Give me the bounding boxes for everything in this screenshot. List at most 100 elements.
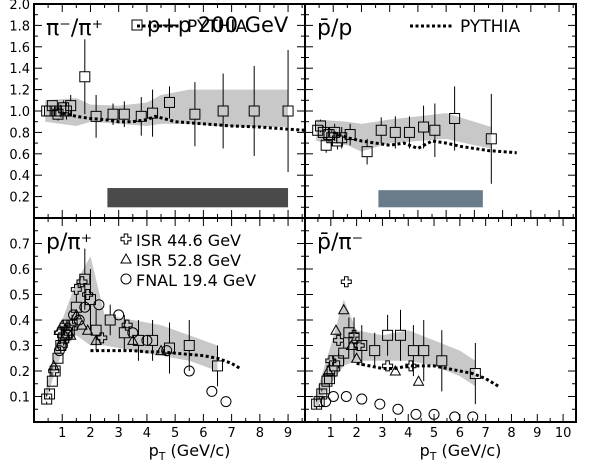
data-point [403, 126, 415, 138]
data-point [44, 388, 56, 400]
data-point [449, 112, 461, 124]
data-point [429, 124, 441, 136]
data-point [322, 364, 335, 376]
x-axis-label: pT (GeV/c) [420, 441, 502, 463]
data-point [340, 391, 352, 402]
data-point [331, 135, 343, 147]
x-tick-label: 1 [58, 426, 66, 441]
norm-syst-box [378, 190, 483, 208]
legend-label: ISR 52.8 GeV [136, 251, 241, 270]
syst-band [45, 256, 218, 402]
series-isr-52-8-gev [322, 303, 425, 386]
data-point [344, 129, 356, 141]
data-point [382, 329, 394, 341]
legend-entry: PYTHIA [137, 17, 247, 37]
data-point [113, 309, 125, 321]
y-tick-label: 0.5 [9, 289, 30, 304]
legend-entry: FNAL 19.4 GeV [120, 271, 256, 290]
data-point [327, 391, 339, 402]
x-tick-label: 9 [533, 426, 541, 441]
data-point [324, 373, 336, 385]
data-point [118, 108, 130, 120]
data-point [79, 71, 91, 83]
data-point [206, 385, 218, 397]
legend-entry: PYTHIA [410, 17, 520, 37]
data-point [118, 327, 130, 339]
data-point [76, 276, 88, 288]
legend-entry: ISR 52.8 GeV [120, 251, 241, 270]
y-tick-label: 0.7 [9, 238, 30, 253]
data-point [436, 355, 448, 367]
y-tick-label: 0.1 [9, 391, 30, 406]
data-point [90, 110, 102, 122]
data-point [410, 408, 422, 420]
data-point [65, 319, 77, 331]
data-point [65, 100, 77, 112]
data-point [127, 327, 139, 339]
data-point [183, 365, 195, 377]
data-point [337, 303, 350, 315]
panel-top-right: p̄/p PYTHIA [304, 3, 577, 219]
data-point [392, 403, 404, 415]
data-point [47, 359, 60, 371]
legend-label: PYTHIA [460, 17, 520, 37]
data-point [356, 340, 368, 351]
data-point [353, 340, 365, 351]
data-point [126, 334, 139, 345]
data-point [336, 132, 348, 144]
x-tick-label: 6 [456, 426, 464, 441]
panel-top-left: 0.20.40.60.81.01.21.41.61.82.0π⁻/π⁺ p+p 2… [9, 0, 306, 219]
y-tick-label: 0.8 [9, 126, 30, 141]
data-point [56, 340, 68, 351]
data-point [361, 146, 373, 158]
data-point [49, 105, 61, 117]
data-point [338, 347, 350, 359]
y-tick-label: 0.6 [9, 263, 30, 278]
series-fnal-19-4-gev [53, 299, 232, 408]
data-point [412, 375, 425, 386]
data-point [70, 301, 82, 313]
data-point [449, 411, 461, 422]
pythia-line [356, 361, 500, 388]
y-tick-label: 0.6 [9, 148, 30, 163]
data-point [356, 393, 368, 405]
x-axis-label: pT (GeV/c) [149, 441, 231, 463]
data-point [147, 334, 159, 346]
data-point [348, 329, 360, 341]
series-p-p-200-gev [312, 86, 497, 184]
data-point [164, 96, 175, 108]
x-tick-label: 3 [115, 426, 123, 441]
x-tick-label: 1 [327, 426, 335, 441]
data-point [104, 314, 116, 326]
data-point [313, 396, 325, 408]
data-point [330, 324, 342, 335]
x-tick-label: 8 [256, 426, 264, 441]
series-fnal-19-4-gev [320, 391, 479, 422]
data-point [312, 124, 324, 136]
data-point [53, 324, 66, 335]
data-point [147, 107, 159, 119]
y-tick-label: 1.0 [9, 105, 30, 120]
data-point [161, 345, 173, 357]
x-tick-label: 4 [143, 426, 151, 441]
data-point [469, 368, 481, 380]
data-point [348, 332, 360, 344]
panel-bottom-right: 1 2 3 4 5 6 7 8 9 10 pT (GeV/c) p̄/π⁻ [304, 217, 577, 463]
data-point [183, 340, 195, 351]
data-point [333, 334, 345, 346]
data-point [82, 289, 94, 300]
x-tick-label: 9 [284, 426, 292, 441]
pythia-line [332, 130, 517, 155]
data-point [323, 129, 335, 141]
y-tick-label: 0.2 [9, 191, 30, 206]
data-point [62, 329, 74, 341]
data-point [374, 398, 386, 410]
data-point [79, 301, 91, 313]
data-point [220, 396, 232, 408]
data-point [120, 252, 132, 264]
data-point [107, 108, 119, 120]
legend-label: PYTHIA [187, 17, 247, 37]
data-point [369, 345, 381, 357]
data-point [320, 139, 332, 151]
